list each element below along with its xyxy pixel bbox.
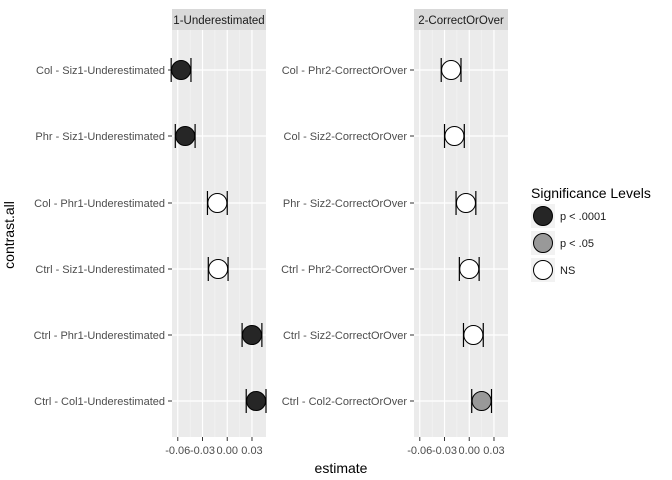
facet-strip [172, 9, 266, 30]
estimate-point [246, 391, 267, 411]
y-tick-label: Ctrl - Phr1-Underestimated [34, 330, 165, 342]
y-tick-label: Ctrl - Siz2-CorrectOrOver [283, 330, 407, 342]
legend: Significance Levels p < .0001 p < .05 NS [531, 185, 651, 282]
y-axis-title: contrast.all [1, 201, 17, 269]
x-tick-label: -0.03 [432, 445, 457, 457]
estimate-point [455, 193, 476, 213]
x-tick-label: 0.00 [217, 445, 238, 457]
estimate-point [441, 60, 462, 80]
y-tick-label: Ctrl - Col1-Underestimated [34, 396, 165, 408]
legend-key [533, 206, 553, 226]
legend-item: p < .0001 [531, 204, 606, 228]
panel-background [414, 30, 508, 437]
legend-item: NS [531, 258, 575, 282]
estimate-point [241, 325, 262, 345]
legend-label: p < .0001 [560, 211, 606, 223]
facet-panel: 2-CorrectOrOver -0.06 -0.03 0.00 0.03 Col - P… [281, 9, 508, 457]
legend-key [533, 260, 553, 280]
estimate-point [471, 391, 492, 411]
estimate-point [459, 259, 480, 279]
x-axis-title: estimate [315, 460, 368, 476]
x-tick-label: 0.03 [483, 445, 504, 457]
y-tick-label: Phr - Siz1-Underestimated [35, 131, 165, 143]
x-tick-label: 0.00 [459, 445, 480, 457]
y-tick-label: Ctrl - Phr2-CorrectOrOver [281, 264, 407, 276]
y-tick-label: Ctrl - Siz1-Underestimated [35, 264, 165, 276]
facet-title: 1-Underestimated [173, 15, 264, 27]
x-tick-label: 0.03 [241, 445, 262, 457]
y-tick-label: Col - Phr1-Underestimated [34, 198, 165, 210]
estimate-point [207, 193, 228, 213]
y-tick-label: Col - Siz1-Underestimated [36, 65, 165, 77]
legend-item: p < .05 [531, 231, 594, 255]
legend-title: Significance Levels [531, 185, 651, 201]
estimate-point [175, 126, 196, 146]
legend-label: NS [560, 265, 575, 277]
facet-panel: 1-Underestimated -0.06 -0.03 0.00 0.03 Col - … [34, 9, 267, 457]
y-tick-label: Ctrl - Col2-CorrectOrOver [282, 396, 408, 408]
x-tick-label: -0.06 [407, 445, 432, 457]
estimate-point [444, 126, 465, 146]
panel-background [172, 30, 266, 437]
x-tick-label: -0.06 [165, 445, 190, 457]
y-tick-label: Phr - Siz2-CorrectOrOver [283, 198, 407, 210]
y-tick-label: Col - Siz2-CorrectOrOver [284, 131, 408, 143]
estimate-point [463, 325, 484, 345]
x-tick-label: -0.03 [190, 445, 215, 457]
estimate-point [208, 259, 229, 279]
y-tick-label: Col - Phr2-CorrectOrOver [282, 65, 408, 77]
legend-label: p < .05 [560, 238, 594, 250]
facet-strip [414, 9, 508, 30]
estimate-point [171, 60, 192, 80]
facet-title: 2-CorrectOrOver [418, 15, 504, 27]
legend-key [533, 233, 553, 253]
